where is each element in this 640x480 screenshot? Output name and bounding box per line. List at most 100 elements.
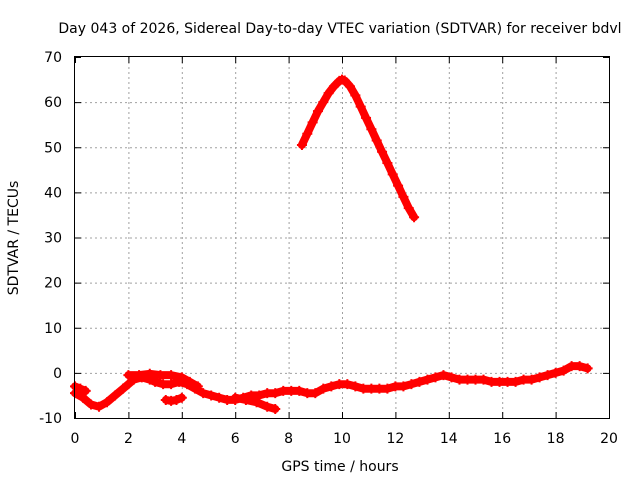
data-point	[94, 401, 105, 412]
data-point	[123, 370, 134, 381]
x-tick-label: 20	[600, 431, 618, 447]
data-point	[118, 383, 129, 394]
data-point	[198, 388, 209, 399]
y-axis-label: SDTVAR / TECUs	[6, 181, 22, 296]
data-point	[214, 392, 225, 403]
data-point	[270, 388, 281, 399]
data-point	[574, 361, 585, 372]
data-point	[414, 376, 425, 387]
x-tick-label: 10	[333, 431, 351, 447]
data-point	[171, 394, 182, 405]
data-point	[312, 106, 323, 117]
y-tick-label: 20	[44, 276, 62, 292]
data-point	[328, 81, 339, 92]
data-point	[230, 392, 241, 403]
data-point	[438, 370, 449, 381]
data-point	[75, 383, 86, 394]
data-point	[339, 75, 350, 86]
data-point	[361, 112, 372, 123]
data-point	[406, 379, 417, 390]
data-point	[403, 203, 414, 214]
y-tick-label: 10	[44, 321, 62, 337]
data-point	[398, 381, 409, 392]
data-point	[254, 390, 265, 401]
data-point	[86, 399, 97, 410]
chart-title: Day 043 of 2026, Sidereal Day-to-day VTE…	[58, 21, 621, 37]
data-point	[144, 368, 155, 379]
data-point	[534, 372, 545, 383]
data-point	[150, 376, 161, 387]
data-point	[296, 139, 307, 150]
data-point	[326, 381, 337, 392]
data-point	[102, 397, 113, 408]
data-point	[176, 392, 187, 403]
data-point	[510, 376, 521, 387]
data-point	[262, 401, 273, 412]
data-point	[78, 392, 89, 403]
data-point	[176, 372, 187, 383]
data-point	[270, 403, 281, 414]
data-layer	[70, 74, 593, 414]
data-point	[526, 374, 537, 385]
x-axis-label: GPS time / hours	[281, 459, 398, 475]
data-point	[582, 363, 593, 374]
y-tick-label: 30	[44, 231, 62, 247]
x-tick-label: 2	[124, 431, 133, 447]
data-point	[382, 383, 393, 394]
x-tick-labels: 0 2 4 6 8 10 12 14 16 18 20	[71, 431, 618, 447]
y-tick-label: 40	[44, 185, 62, 201]
data-point	[206, 390, 217, 401]
x-tick-label: 18	[547, 431, 565, 447]
y-tick-label: 70	[44, 50, 62, 66]
data-point	[393, 180, 404, 191]
data-point	[387, 169, 398, 180]
data-point	[318, 383, 329, 394]
data-point	[371, 135, 382, 146]
data-point	[155, 370, 166, 381]
y-tick-labels: -10 0 10 20 30 40 50 60 70	[39, 50, 62, 427]
data-point	[377, 146, 388, 157]
x-tick-label: 16	[493, 431, 511, 447]
data-point	[542, 370, 553, 381]
x-tick-label: 14	[440, 431, 458, 447]
data-point	[350, 381, 361, 392]
data-point	[430, 372, 441, 383]
data-point	[310, 388, 321, 399]
data-point	[134, 370, 145, 381]
data-point	[294, 385, 305, 396]
y-tick-label: -10	[39, 411, 62, 427]
data-point	[366, 124, 377, 135]
data-point	[422, 374, 433, 385]
data-point	[478, 374, 489, 385]
x-tick-label: 6	[231, 431, 240, 447]
data-point	[192, 381, 203, 392]
data-point	[355, 101, 366, 112]
x-tick-label: 4	[177, 431, 186, 447]
x-tick-label: 8	[284, 431, 293, 447]
data-point	[550, 367, 561, 378]
data-point	[123, 379, 134, 390]
data-point	[80, 385, 91, 396]
data-point	[323, 88, 334, 99]
data-point	[302, 128, 313, 139]
data-point	[166, 379, 177, 390]
data-point	[251, 397, 262, 408]
data-point	[345, 81, 356, 92]
plot-border	[74, 56, 610, 419]
data-point	[558, 365, 569, 376]
data-point	[240, 394, 251, 405]
grid-layer	[75, 57, 609, 418]
data-point	[166, 370, 177, 381]
data-point	[398, 191, 409, 202]
data-point	[184, 376, 195, 387]
data-point	[446, 372, 457, 383]
y-tick-label: 0	[53, 366, 62, 382]
series-trace-bdvl-arc	[297, 75, 419, 222]
x-tick-label: 0	[71, 431, 80, 447]
data-point	[409, 212, 420, 223]
data-point	[318, 97, 329, 108]
y-tick-label: 50	[44, 140, 62, 156]
data-point	[382, 158, 393, 169]
tick-layer	[75, 57, 610, 419]
